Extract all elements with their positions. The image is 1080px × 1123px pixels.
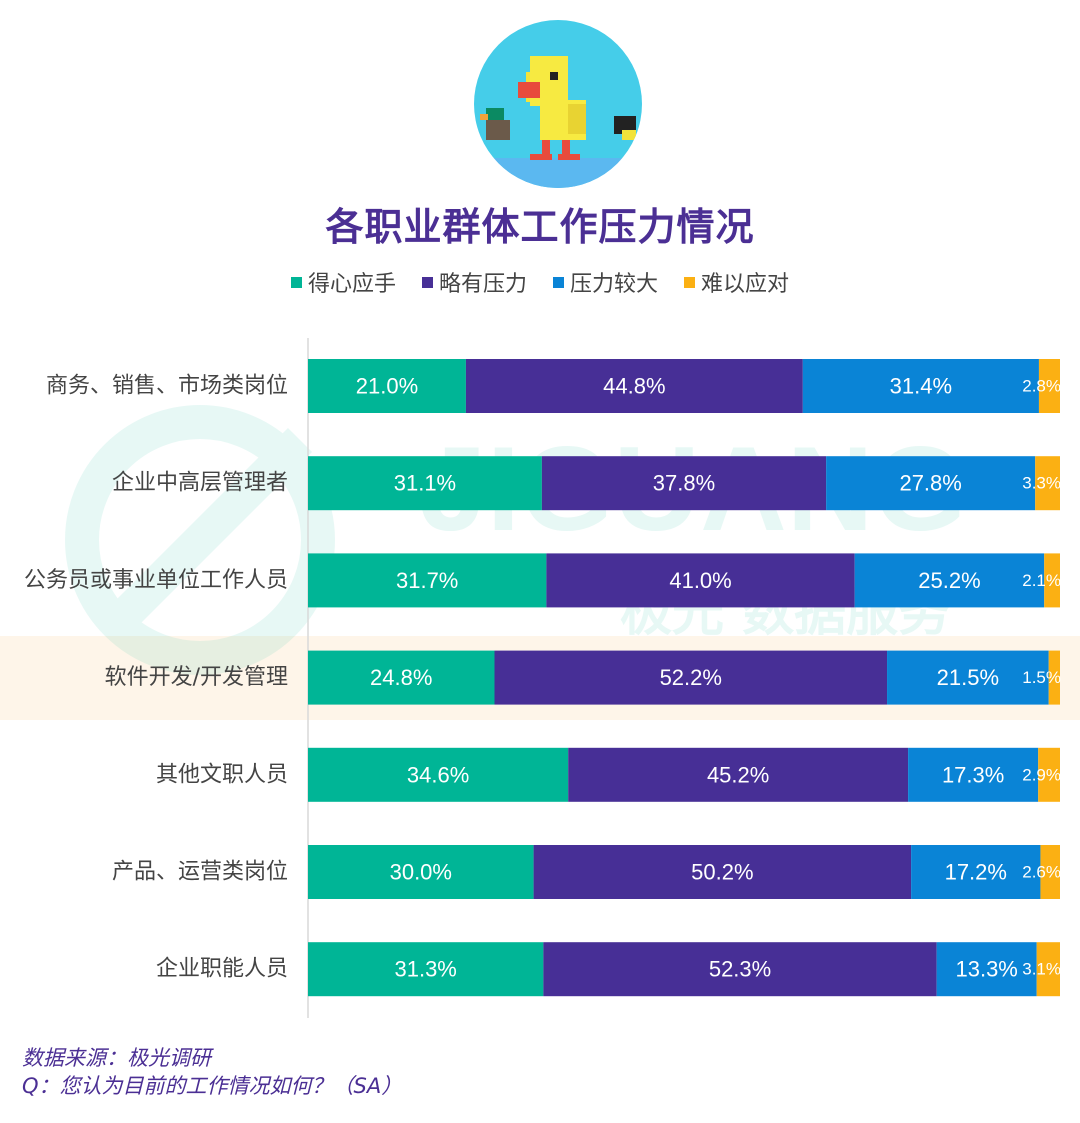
legend-label: 略有压力 bbox=[438, 272, 527, 297]
data-label: 34.6% bbox=[407, 762, 469, 787]
data-label: 31.4% bbox=[890, 374, 952, 399]
data-label: 2.8% bbox=[1022, 377, 1061, 396]
bar-segment bbox=[533, 845, 912, 899]
mascot-logo bbox=[474, 20, 642, 188]
bar-segment bbox=[826, 456, 1036, 511]
bar-segment bbox=[308, 650, 495, 705]
data-label: 1.5% bbox=[1022, 668, 1061, 687]
bar-segment bbox=[911, 845, 1041, 899]
category-label: 公务员或事业单位工作人员 bbox=[24, 568, 288, 593]
data-label: 25.2% bbox=[918, 568, 980, 593]
legend-label: 压力较大 bbox=[570, 272, 659, 297]
legend-item: 略有压力 bbox=[421, 266, 527, 298]
source-line: 数据来源：极光调研 bbox=[22, 1046, 211, 1070]
chart-legend: 得心应手 略有压力 压力较大 难以应对 bbox=[0, 266, 1080, 298]
bar-segment bbox=[1048, 650, 1060, 705]
data-label: 21.0% bbox=[356, 374, 418, 399]
legend-swatch bbox=[290, 276, 302, 288]
bar-segment bbox=[568, 747, 909, 802]
bar-segment bbox=[936, 942, 1037, 997]
bar-segment bbox=[308, 845, 534, 899]
bar-segment bbox=[308, 553, 547, 608]
category-label: 其他文职人员 bbox=[156, 762, 288, 787]
chart-title: 各职业群体工作压力情况 bbox=[325, 205, 755, 249]
legend-swatch bbox=[684, 276, 696, 288]
legend-item: 压力较大 bbox=[553, 266, 658, 298]
bar-segment bbox=[1035, 456, 1060, 511]
data-label: 44.8% bbox=[603, 374, 665, 399]
bar-segment bbox=[465, 359, 803, 413]
data-label: 50.2% bbox=[691, 860, 753, 885]
data-label: 45.2% bbox=[707, 762, 769, 787]
bar-segment bbox=[541, 456, 827, 511]
data-label: 31.7% bbox=[396, 568, 458, 593]
bar-segment bbox=[802, 359, 1039, 413]
category-label: 产品、运营类岗位 bbox=[112, 860, 288, 885]
data-label: 41.0% bbox=[669, 568, 731, 593]
question-line: Q：您认为目前的工作情况如何？（SA） bbox=[22, 1074, 403, 1098]
data-label: 3.1% bbox=[1022, 960, 1061, 979]
category-label: 软件开发/开发管理 bbox=[105, 665, 288, 690]
bar-segment bbox=[1040, 845, 1060, 899]
data-label: 37.8% bbox=[653, 471, 715, 496]
bar-segment bbox=[543, 942, 937, 997]
bar-segment bbox=[854, 553, 1045, 608]
data-label: 2.6% bbox=[1022, 863, 1061, 882]
source-note: 数据来源：极光调研 Q：您认为目前的工作情况如何？（SA） bbox=[22, 1044, 402, 1100]
bar-segment bbox=[308, 359, 466, 413]
bar-segment bbox=[887, 650, 1049, 705]
category-label: 企业中高层管理者 bbox=[112, 471, 288, 496]
bar-segment bbox=[308, 747, 569, 802]
legend-swatch bbox=[421, 276, 433, 288]
bar-segment bbox=[1036, 942, 1060, 997]
data-label: 17.2% bbox=[945, 860, 1007, 885]
data-label: 52.2% bbox=[660, 665, 722, 690]
legend-item: 难以应对 bbox=[684, 266, 789, 298]
bar-segment bbox=[1038, 747, 1060, 802]
bar-segment bbox=[908, 747, 1039, 802]
legend-label: 难以应对 bbox=[701, 272, 790, 297]
data-label: 31.3% bbox=[394, 957, 456, 982]
data-label: 52.3% bbox=[709, 957, 771, 982]
category-label: 商务、销售、市场类岗位 bbox=[46, 374, 288, 399]
bar-segment bbox=[1044, 553, 1060, 608]
data-label: 13.3% bbox=[955, 957, 1017, 982]
data-label: 27.8% bbox=[899, 471, 961, 496]
data-label: 3.3% bbox=[1022, 474, 1061, 493]
bar-segment bbox=[1038, 359, 1060, 413]
bar-segment bbox=[308, 942, 544, 997]
bar-segment bbox=[308, 456, 542, 511]
data-label: 17.3% bbox=[942, 762, 1004, 787]
data-label: 24.8% bbox=[370, 665, 432, 690]
data-label: 21.5% bbox=[937, 665, 999, 690]
legend-item: 得心应手 bbox=[290, 266, 396, 298]
data-label: 2.9% bbox=[1022, 765, 1061, 784]
category-label: 企业职能人员 bbox=[156, 957, 288, 982]
data-label: 31.1% bbox=[394, 471, 456, 496]
legend-label: 得心应手 bbox=[307, 272, 396, 297]
data-label: 2.1% bbox=[1022, 571, 1061, 590]
bar-segment bbox=[494, 650, 888, 705]
data-label: 30.0% bbox=[390, 860, 452, 885]
bar-segment bbox=[546, 553, 855, 608]
legend-swatch bbox=[553, 276, 564, 288]
